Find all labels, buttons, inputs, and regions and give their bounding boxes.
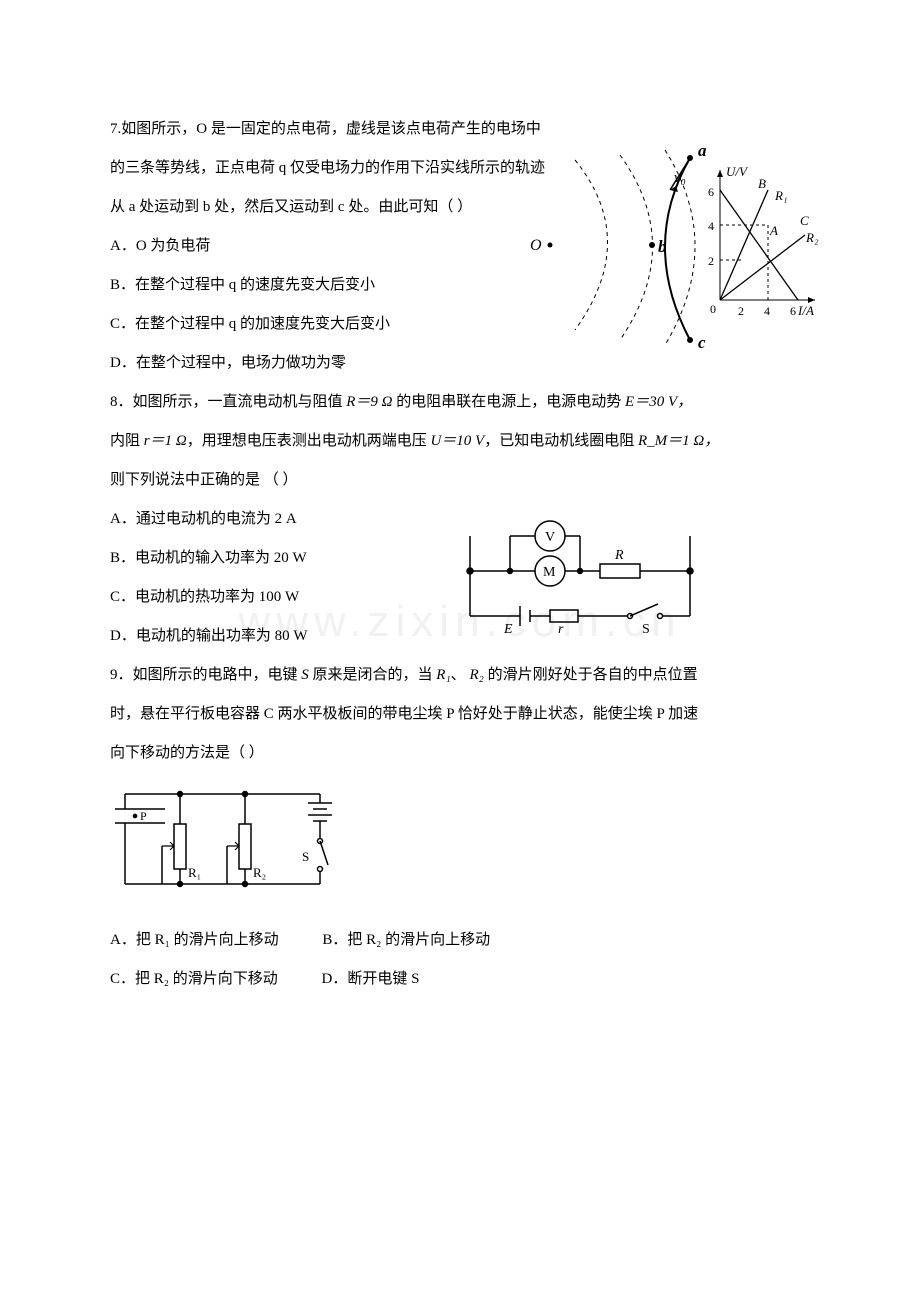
q8-option-d: D．电动机的输出功率为 80 W <box>110 617 410 656</box>
q8-line1: 8．如图所示，一直流电动机与阻值 R＝9 Ω 的电阻串联在电源上，电源电动势 E… <box>110 383 810 422</box>
q8-option-a: A．通过电动机的电流为 2 A <box>110 500 410 539</box>
q8-option-c: C．电动机的热功率为 100 W <box>110 578 410 617</box>
svg-text:4: 4 <box>764 304 770 318</box>
q8-line3: 则下列说法中正确的是 （ ） <box>110 461 810 500</box>
svg-text:R₂: R₂ <box>253 865 266 880</box>
q9-circuit-figure: P R₁ R₂ S <box>110 779 340 915</box>
q8-circuit-figure: V M R E r S <box>450 506 710 652</box>
svg-text:0: 0 <box>710 302 716 316</box>
q9-line1: 9．如图所示的电路中，电键 S 原来是闭合的，当 R₁、 R₂ 的滑片刚好处于各… <box>110 656 810 695</box>
svg-text:4: 4 <box>708 219 714 233</box>
q9-options-row2: C．把 R₂ 的滑片向下移动 D．断开电键 S <box>110 960 810 999</box>
svg-text:A: A <box>769 223 778 238</box>
svg-text:R₁: R₁ <box>774 188 787 203</box>
svg-text:S: S <box>642 622 650 636</box>
q9-option-a: A．把 R₁ 的滑片向上移动 <box>110 921 279 960</box>
q8-line2: 内阻 r＝1 Ω，用理想电压表测出电动机两端电压 U＝10 V，已知电动机线圈电… <box>110 422 810 461</box>
svg-text:M: M <box>543 565 556 580</box>
svg-text:b: b <box>658 237 667 256</box>
q8-option-b: B．电动机的输入功率为 20 W <box>110 539 410 578</box>
svg-text:E: E <box>503 622 513 636</box>
svg-text:R: R <box>614 548 624 563</box>
q9-option-d: D．断开电键 S <box>322 960 420 999</box>
svg-text:B: B <box>758 176 766 191</box>
svg-text:R₂: R₂ <box>805 230 819 245</box>
svg-text:S: S <box>302 849 309 864</box>
q9-option-b: B．把 R₂ 的滑片向上移动 <box>322 921 490 960</box>
svg-text:2: 2 <box>708 254 714 268</box>
svg-text:6: 6 <box>708 185 714 199</box>
q9-option-c: C．把 R₂ 的滑片向下移动 <box>110 960 278 999</box>
svg-text:C: C <box>800 213 809 228</box>
svg-text:r: r <box>558 622 564 636</box>
q7-field-figure: O a b c v₀ U/V <box>520 130 820 360</box>
svg-text:P: P <box>140 809 147 823</box>
svg-text:U/V: U/V <box>726 164 749 179</box>
svg-text:V: V <box>545 530 555 545</box>
svg-text:6: 6 <box>790 304 796 318</box>
svg-text:c: c <box>698 333 706 352</box>
svg-text:a: a <box>698 141 707 160</box>
q9-line2: 时，悬在平行板电容器 C 两水平极板间的带电尘埃 P 恰好处于静止状态，能使尘埃… <box>110 695 810 734</box>
svg-text:R₁: R₁ <box>188 865 201 880</box>
svg-text:2: 2 <box>738 304 744 318</box>
svg-text:v₀: v₀ <box>674 170 686 186</box>
svg-text:I/A: I/A <box>797 303 814 318</box>
q9-line3: 向下移动的方法是（ ） <box>110 734 810 773</box>
q9-options-row1: A．把 R₁ 的滑片向上移动 B．把 R₂ 的滑片向上移动 <box>110 921 810 960</box>
svg-text:O: O <box>530 237 542 254</box>
